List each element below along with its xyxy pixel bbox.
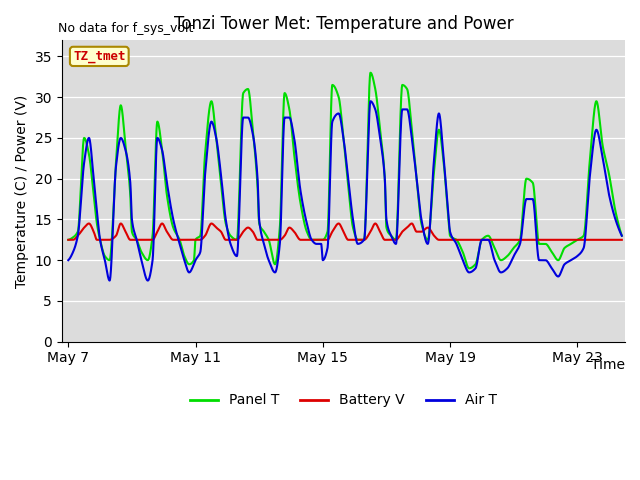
Battery V <box>65 237 72 243</box>
Air T <box>65 257 72 263</box>
Battery V <box>618 237 626 243</box>
Battery V <box>127 237 135 243</box>
Air T <box>301 211 308 217</box>
Y-axis label: Temperature (C) / Power (V): Temperature (C) / Power (V) <box>15 94 29 288</box>
Line: Air T: Air T <box>68 101 622 281</box>
Panel T <box>465 265 473 271</box>
Legend: Panel T, Battery V, Air T: Panel T, Battery V, Air T <box>185 388 502 413</box>
Air T <box>367 98 374 104</box>
Text: No data for f_sys_volt: No data for f_sys_volt <box>58 22 193 35</box>
Air T <box>106 278 113 284</box>
Air T <box>618 233 626 239</box>
Air T <box>548 265 556 271</box>
Battery V <box>276 237 284 242</box>
Panel T <box>301 221 308 227</box>
Battery V <box>161 223 168 229</box>
Battery V <box>335 221 342 227</box>
Panel T <box>276 211 284 216</box>
Battery V <box>607 237 615 243</box>
Line: Battery V: Battery V <box>68 224 622 240</box>
Air T <box>277 224 285 229</box>
Battery V <box>548 237 556 243</box>
Air T <box>128 212 136 217</box>
Text: TZ_tmet: TZ_tmet <box>73 50 125 63</box>
Air T <box>607 202 615 207</box>
Panel T <box>161 168 168 173</box>
Air T <box>161 161 168 167</box>
Panel T <box>618 233 626 239</box>
Panel T <box>127 221 135 227</box>
Panel T <box>607 184 615 190</box>
Text: Time: Time <box>591 358 625 372</box>
Title: Tonzi Tower Met: Temperature and Power: Tonzi Tower Met: Temperature and Power <box>173 15 513 33</box>
Line: Panel T: Panel T <box>68 73 622 268</box>
Panel T <box>367 70 374 76</box>
Panel T <box>65 237 72 243</box>
Panel T <box>548 249 556 255</box>
Battery V <box>301 237 308 243</box>
